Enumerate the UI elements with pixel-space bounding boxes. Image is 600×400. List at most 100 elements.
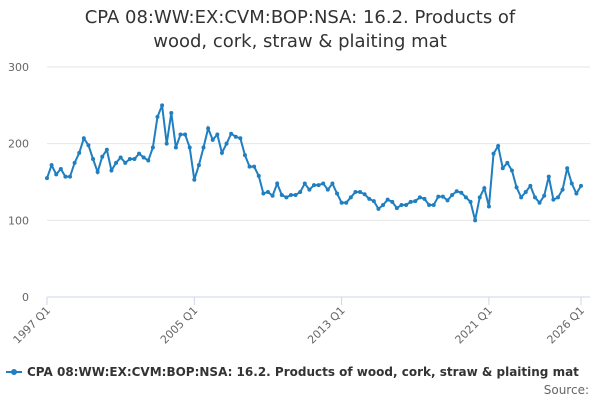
point <box>473 218 478 223</box>
point <box>404 203 409 207</box>
y-tick-label: 100 <box>8 214 29 227</box>
point <box>206 126 211 131</box>
x-tick-label: 1997 Q1 <box>11 304 54 347</box>
point <box>270 193 275 198</box>
point <box>358 189 363 194</box>
point <box>242 153 247 158</box>
point <box>63 174 68 179</box>
point <box>288 193 293 198</box>
x-tick-label: 2021 Q1 <box>453 304 496 347</box>
point <box>160 103 165 108</box>
point <box>500 166 505 171</box>
point <box>127 157 132 161</box>
point <box>164 141 169 146</box>
point <box>339 200 344 205</box>
point <box>477 195 482 200</box>
point <box>77 150 82 155</box>
point <box>192 177 197 182</box>
point <box>229 131 234 136</box>
point <box>275 181 280 186</box>
point <box>445 198 450 203</box>
x-tick-label: 2026 Q1 <box>545 304 588 347</box>
point <box>546 174 551 179</box>
point <box>574 191 579 196</box>
point <box>482 186 487 191</box>
point <box>58 166 63 171</box>
source: Source: <box>544 383 589 397</box>
x-tick-label: 2013 Q1 <box>305 304 348 347</box>
point <box>316 183 321 188</box>
point <box>123 160 128 165</box>
point <box>54 172 59 177</box>
point <box>325 187 330 192</box>
point <box>196 163 201 168</box>
point <box>371 199 376 204</box>
point <box>150 145 155 150</box>
point <box>335 191 340 196</box>
point <box>450 193 455 198</box>
point <box>210 137 215 142</box>
point <box>542 193 547 198</box>
point <box>224 141 229 146</box>
point <box>201 145 206 150</box>
point <box>569 181 574 186</box>
point <box>579 183 583 188</box>
point <box>256 173 261 178</box>
x-tick-label: 2005 Q1 <box>158 304 201 347</box>
point <box>302 181 307 186</box>
y-tick-label: 300 <box>8 61 29 74</box>
point <box>440 194 445 199</box>
point <box>247 164 252 169</box>
point <box>348 195 353 200</box>
point <box>49 163 54 168</box>
point <box>408 199 413 204</box>
point <box>252 164 257 169</box>
point <box>399 203 404 207</box>
point <box>91 157 96 161</box>
point <box>413 199 418 204</box>
point <box>312 183 316 188</box>
point <box>422 196 427 201</box>
point <box>155 114 160 119</box>
point <box>265 189 270 194</box>
point <box>183 132 188 137</box>
point <box>528 183 533 188</box>
point <box>100 154 105 159</box>
legend-label: CPA 08:WW:EX:CVM:BOP:NSA: 16.2. Products… <box>27 365 579 379</box>
point <box>519 195 524 200</box>
point <box>68 174 73 179</box>
point <box>496 143 501 148</box>
point <box>555 195 560 200</box>
point <box>565 166 570 171</box>
point <box>353 189 358 194</box>
point <box>417 195 422 200</box>
point <box>137 151 142 156</box>
point <box>238 136 243 141</box>
point <box>298 189 303 194</box>
point <box>560 187 565 192</box>
point <box>390 199 395 204</box>
point <box>551 197 556 202</box>
point <box>381 203 386 207</box>
point <box>233 134 238 139</box>
point <box>307 187 312 192</box>
point <box>463 195 468 200</box>
point <box>284 195 289 200</box>
y-tick-label: 0 <box>22 291 29 304</box>
point <box>376 206 381 211</box>
point <box>514 185 519 190</box>
point <box>141 155 146 160</box>
point <box>321 181 326 186</box>
point <box>261 191 266 196</box>
point <box>219 150 224 155</box>
point <box>146 158 151 163</box>
y-tick-label: 200 <box>8 138 29 151</box>
point <box>187 145 192 150</box>
point <box>427 203 432 207</box>
point <box>169 111 174 115</box>
point <box>523 189 528 194</box>
point <box>109 168 114 173</box>
point <box>215 132 220 137</box>
